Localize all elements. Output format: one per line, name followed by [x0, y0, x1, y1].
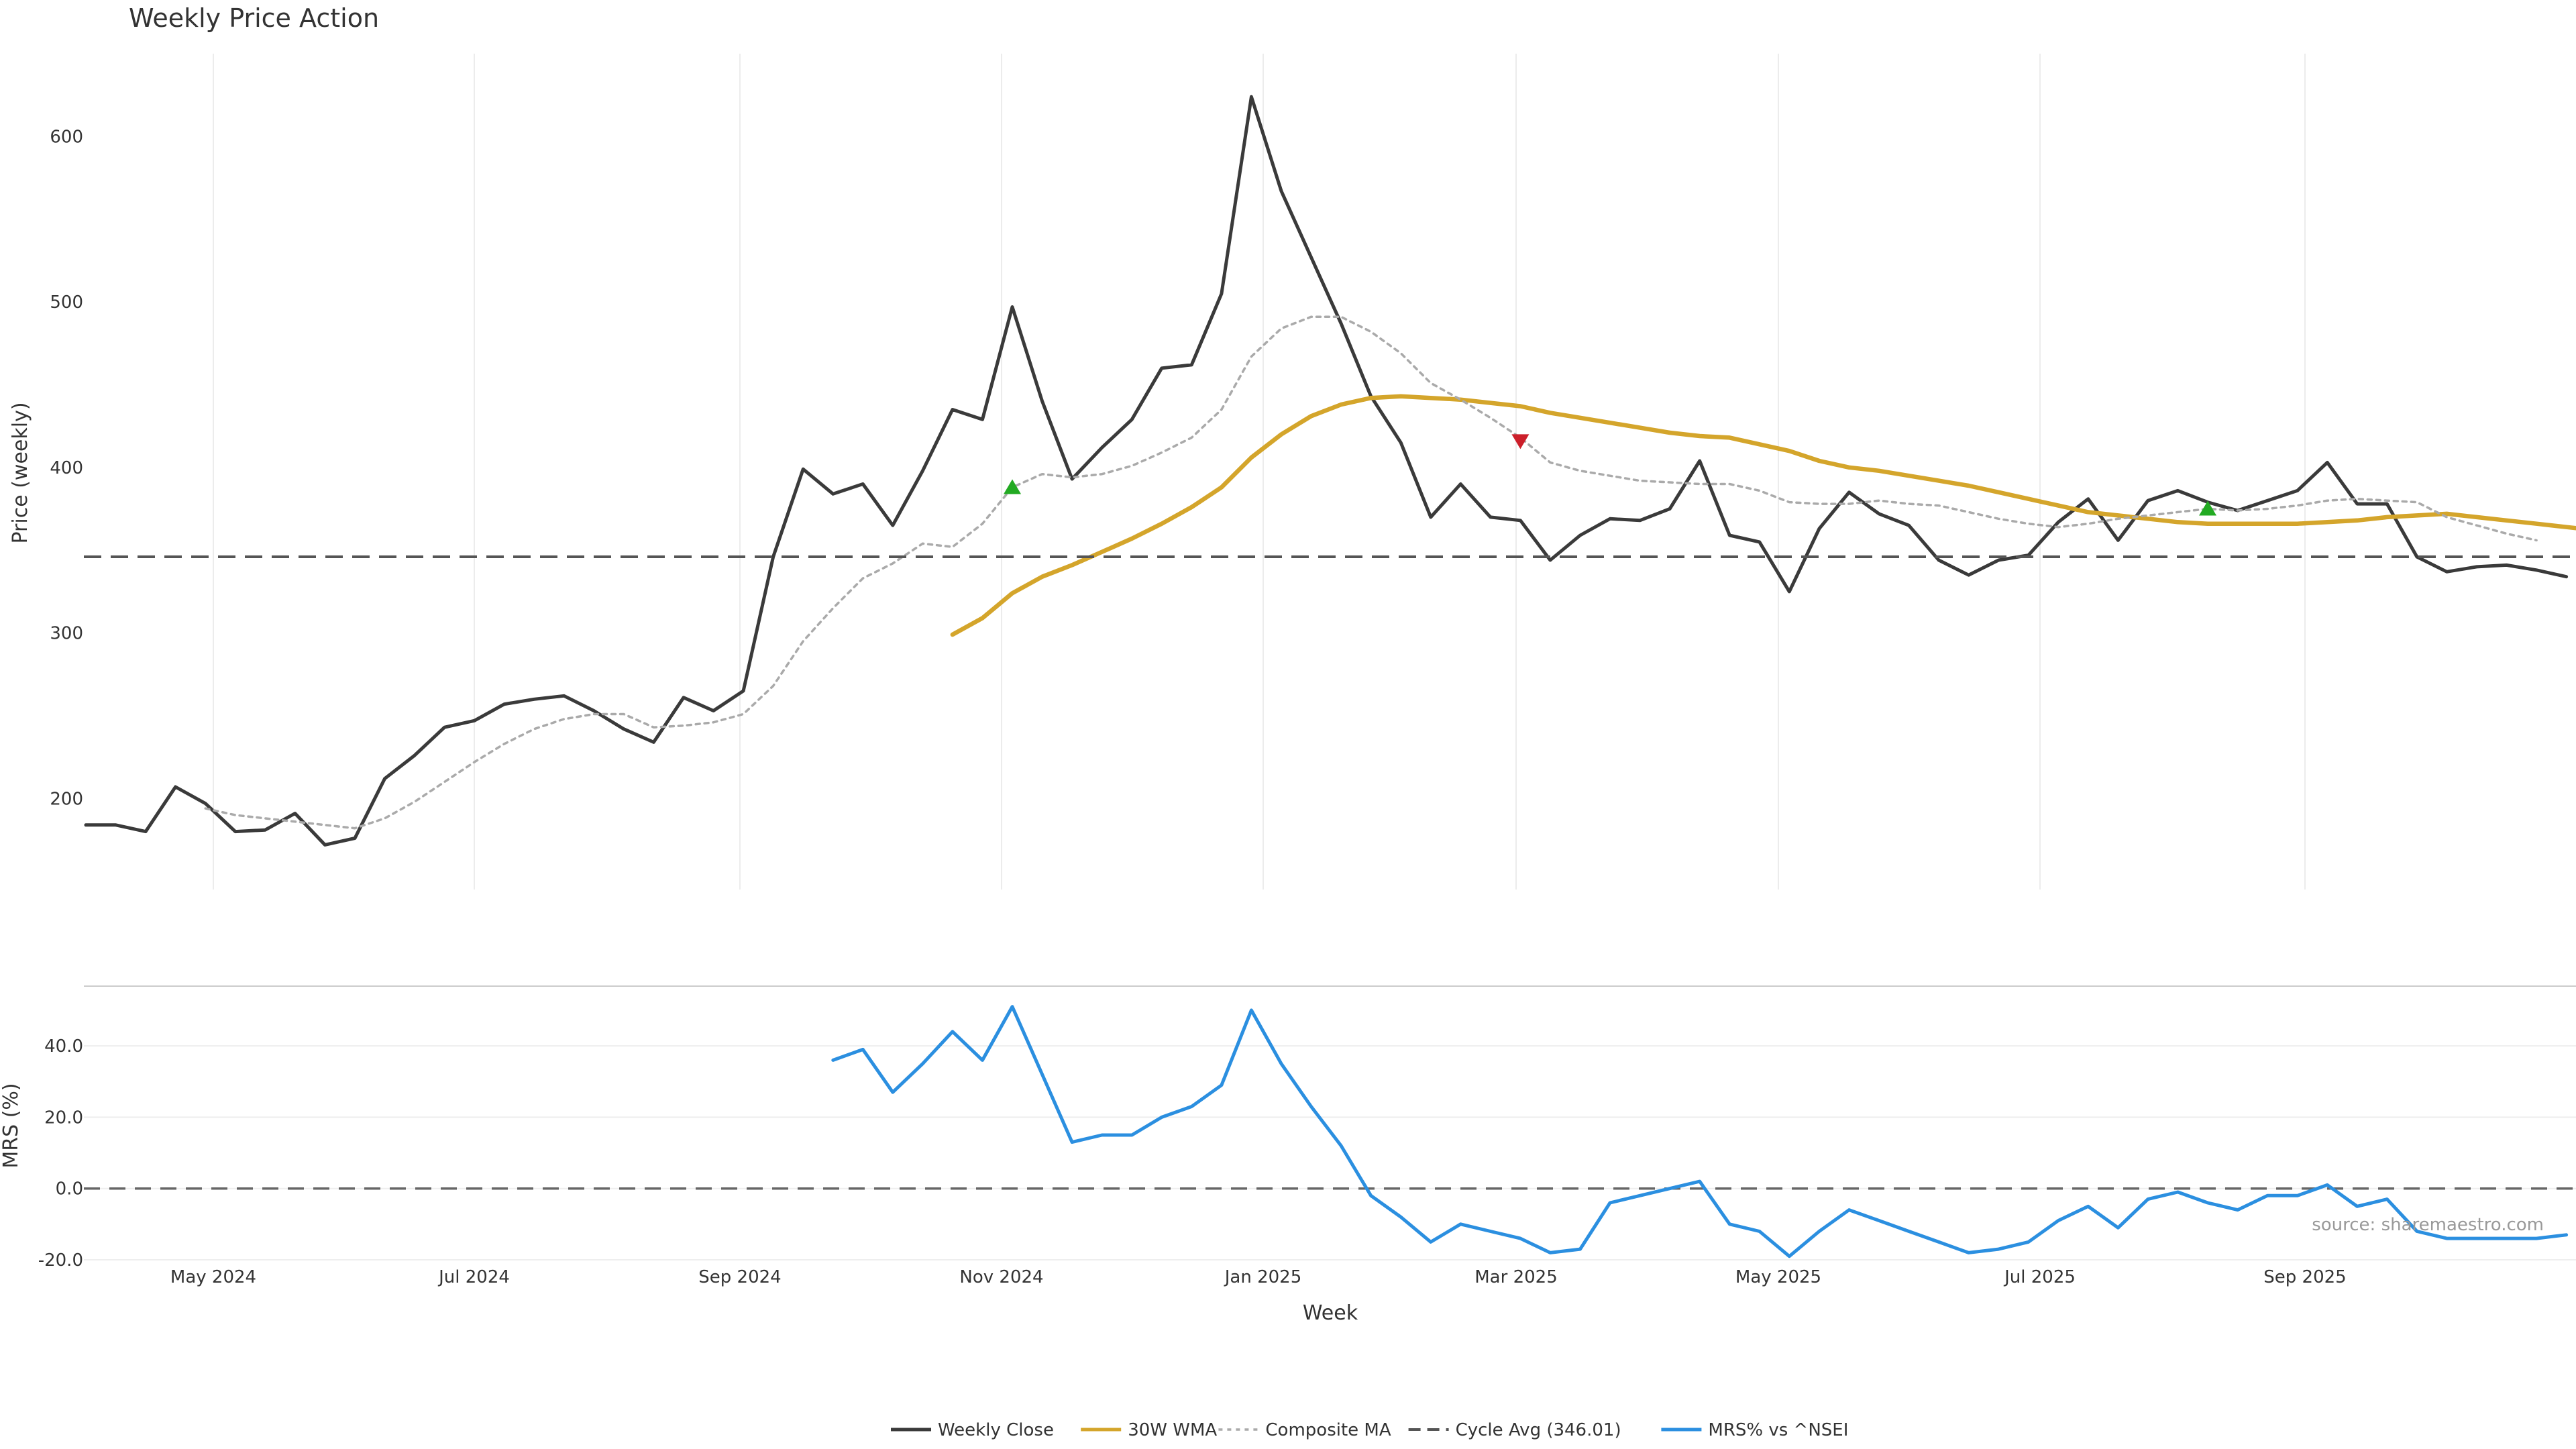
legend: Weekly Close 30W WMA Composite MA Cycle Avg…: [891, 1420, 1848, 1440]
price-y-axis-label: Price (weekly): [9, 402, 32, 543]
legend-item: Cycle Avg (346.01): [1408, 1420, 1621, 1440]
x-tick-label: Nov 2024: [959, 1267, 1043, 1287]
axes: May 2024 Jul 2024 Sep 2024 Nov 2024 Jan 2025…: [38, 127, 2347, 1287]
mrs-y-tick-label: 20.0: [44, 1108, 83, 1128]
x-tick-label: Sep 2025: [2263, 1267, 2346, 1287]
legend-label: Cycle Avg (346.01): [1456, 1420, 1621, 1440]
price-y-tick-label: 300: [50, 624, 83, 644]
mrs-y-tick-label: -20.0: [38, 1250, 83, 1271]
x-tick-label: Jan 2025: [1224, 1267, 1302, 1287]
legend-label: MRS% vs ^NSEI: [1708, 1420, 1848, 1440]
x-tick-label: Jul 2024: [437, 1267, 510, 1287]
price-y-tick-label: 200: [50, 789, 83, 809]
mrs-line: [831, 1005, 2569, 1258]
x-axis-label: Week: [1303, 1301, 1358, 1325]
buy-signal-marker: [1004, 479, 1022, 494]
mrs-y-tick-label: 40.0: [44, 1036, 83, 1057]
price-panel: [84, 95, 2576, 847]
composite-ma-line: [204, 315, 2538, 830]
buy-signal-marker: [2199, 500, 2217, 516]
x-tick-label: May 2024: [170, 1267, 256, 1287]
weekly-close-line: [84, 95, 2569, 847]
price-y-tick-label: 600: [50, 127, 83, 147]
legend-item: MRS% vs ^NSEI: [1661, 1420, 1848, 1440]
sell-signal-marker: [1511, 434, 1529, 449]
legend-label: 30W WMA: [1128, 1420, 1217, 1440]
mrs-y-axis-label: MRS (%): [0, 1083, 23, 1168]
chart-title: Weekly Price Action: [129, 3, 379, 33]
legend-item: Weekly Close: [891, 1420, 1054, 1440]
legend-item: Composite MA: [1218, 1420, 1391, 1440]
legend-item: 30W WMA: [1081, 1420, 1217, 1440]
x-tick-label: Sep 2024: [698, 1267, 781, 1287]
price-y-tick-label: 400: [50, 458, 83, 478]
price-y-tick-label: 500: [50, 292, 83, 313]
x-tick-label: May 2025: [1735, 1267, 1821, 1287]
x-tick-label: Mar 2025: [1474, 1267, 1558, 1287]
legend-label: Weekly Close: [938, 1420, 1054, 1440]
mrs-y-tick-label: 0.0: [56, 1179, 83, 1199]
legend-label: Composite MA: [1265, 1420, 1391, 1440]
mrs-panel: [84, 1005, 2576, 1258]
source-note: source: sharemaestro.com: [2312, 1215, 2544, 1235]
x-tick-label: Jul 2025: [2003, 1267, 2076, 1287]
30w-wma-line: [950, 394, 2576, 637]
